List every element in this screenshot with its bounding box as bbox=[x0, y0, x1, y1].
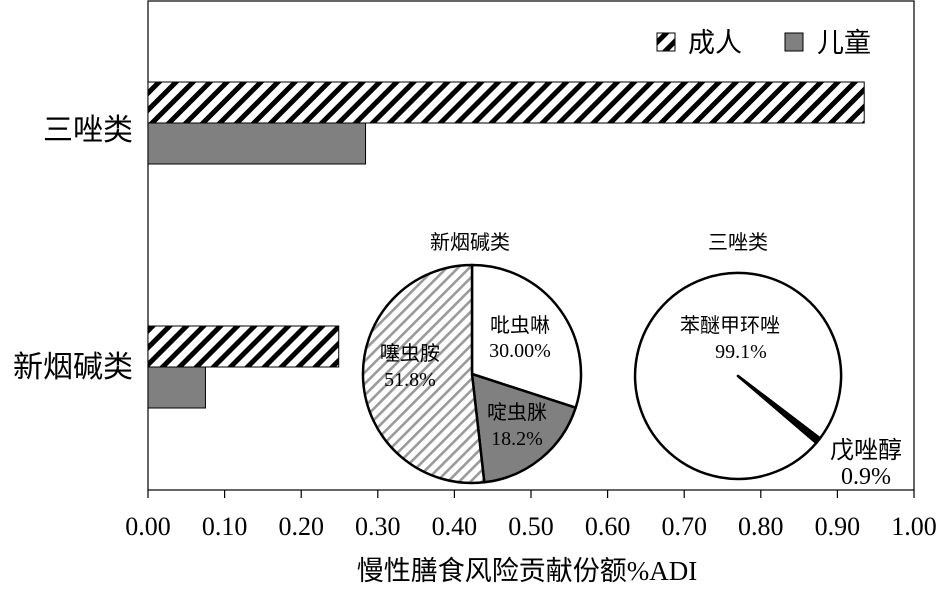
pie-neonicotinoid-pct-clothianidin: 51.8% bbox=[384, 369, 436, 391]
x-tick-label: 0.70 bbox=[661, 512, 707, 541]
pie-neonicotinoid-slice-1 bbox=[470, 372, 577, 484]
pie-neonicotinoid-label-clothianidin: 噻虫胺 bbox=[380, 342, 440, 365]
pie-triazole bbox=[633, 271, 843, 481]
x-tick-label: 0.00 bbox=[125, 512, 171, 541]
y-category-label: 新烟碱类 bbox=[13, 351, 133, 384]
x-tick-label: 0.80 bbox=[738, 512, 784, 541]
bar-child-neonicotinoid bbox=[147, 366, 206, 409]
x-tick-label: 0.50 bbox=[508, 512, 554, 541]
x-tick-label: 1.00 bbox=[891, 512, 937, 541]
pie-triazole-label-tebuconazole: 戊唑醇 bbox=[830, 437, 902, 464]
pie-neonicotinoid bbox=[361, 263, 583, 485]
x-tick-label: 0.40 bbox=[432, 512, 478, 541]
pie-triazole-pct-difenoconazole: 99.1% bbox=[715, 341, 767, 363]
pie-triazole-label-difenoconazole: 苯醚甲环唑 bbox=[680, 314, 780, 337]
y-category-label: 三唑类 bbox=[43, 114, 133, 147]
x-tick-label: 0.10 bbox=[202, 512, 248, 541]
bar-child-triazole bbox=[147, 122, 367, 165]
pie-neonicotinoid-title: 新烟碱类 bbox=[430, 231, 510, 254]
bar-adult-triazole bbox=[147, 81, 865, 124]
pie-neonicotinoid-slice-2 bbox=[361, 263, 486, 485]
legend-swatch-adult bbox=[656, 32, 676, 52]
x-tick-label: 0.20 bbox=[278, 512, 324, 541]
pie-neonicotinoid-pct-acetamiprid: 18.2% bbox=[491, 428, 543, 450]
pie-neonicotinoid-label-imidacloprid: 吡虫啉 bbox=[490, 314, 550, 337]
pie-triazole-pct-tebuconazole: 0.9% bbox=[841, 464, 891, 490]
x-tick-label: 0.60 bbox=[585, 512, 631, 541]
legend-swatch-child bbox=[784, 32, 804, 52]
legend: 成人 儿童 bbox=[656, 28, 871, 58]
pie-neonicotinoid-pct-imidacloprid: 30.00% bbox=[489, 340, 551, 362]
x-tick-label: 0.30 bbox=[355, 512, 401, 541]
x-axis-title: 慢性膳食风险贡献份额%ADI bbox=[357, 556, 697, 586]
pie-triazole-slice-1 bbox=[736, 374, 822, 445]
pie-neonicotinoid-slice-0 bbox=[470, 263, 583, 409]
pie-neonicotinoid-label-acetamiprid: 啶虫脒 bbox=[487, 401, 547, 424]
pie-triazole-title: 三唑类 bbox=[708, 231, 768, 254]
x-axis: 0.00 0.10 0.20 0.30 0.40 0.50 0.60 0.70 0.80 0.90… bbox=[125, 490, 937, 541]
legend-label-adult: 成人 bbox=[688, 28, 742, 58]
bars-layer bbox=[147, 81, 865, 409]
legend-label-child: 儿童 bbox=[817, 28, 871, 58]
x-tick-label: 0.90 bbox=[815, 512, 861, 541]
bar-adult-neonicotinoid bbox=[147, 325, 340, 368]
